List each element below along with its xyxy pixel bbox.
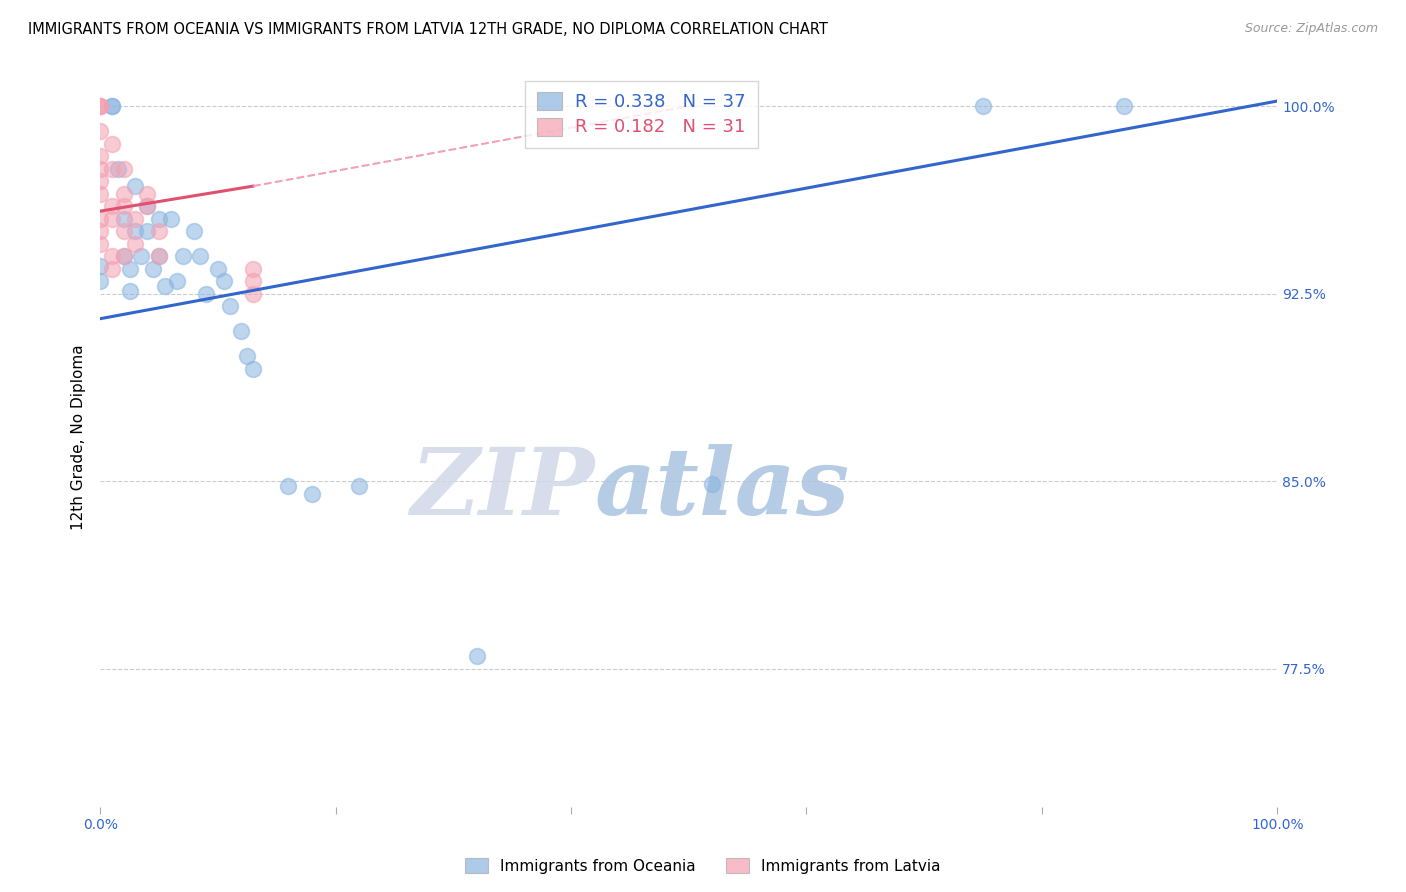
Point xyxy=(153,279,176,293)
Point xyxy=(136,199,159,213)
Text: ZIP: ZIP xyxy=(411,444,595,534)
Point xyxy=(107,161,129,176)
Point xyxy=(124,179,146,194)
Point xyxy=(112,211,135,226)
Point xyxy=(89,99,111,113)
Point xyxy=(242,274,264,288)
Point xyxy=(101,249,124,263)
Text: IMMIGRANTS FROM OCEANIA VS IMMIGRANTS FROM LATVIA 12TH GRADE, NO DIPLOMA CORRELA: IMMIGRANTS FROM OCEANIA VS IMMIGRANTS FR… xyxy=(28,22,828,37)
Point xyxy=(101,261,124,276)
Point xyxy=(112,249,135,263)
Point xyxy=(159,211,181,226)
Point xyxy=(231,324,253,338)
Point xyxy=(89,236,111,251)
Point xyxy=(242,261,264,276)
Point xyxy=(101,99,124,113)
Point xyxy=(277,479,299,493)
Point xyxy=(301,487,323,501)
Text: atlas: atlas xyxy=(595,444,849,534)
Point xyxy=(112,186,135,201)
Point xyxy=(118,261,141,276)
Point xyxy=(212,274,235,288)
Point xyxy=(89,259,111,273)
Point xyxy=(142,261,165,276)
Point xyxy=(148,249,170,263)
Point xyxy=(166,274,188,288)
Legend: Immigrants from Oceania, Immigrants from Latvia: Immigrants from Oceania, Immigrants from… xyxy=(458,852,948,880)
Point xyxy=(89,161,111,176)
Point xyxy=(89,124,111,138)
Point xyxy=(112,161,135,176)
Legend: R = 0.338   N = 37, R = 0.182   N = 31: R = 0.338 N = 37, R = 0.182 N = 31 xyxy=(526,80,758,148)
Y-axis label: 12th Grade, No Diploma: 12th Grade, No Diploma xyxy=(72,344,86,531)
Point xyxy=(101,136,124,151)
Point xyxy=(347,479,370,493)
Point xyxy=(1114,99,1136,113)
Point xyxy=(188,249,211,263)
Point xyxy=(183,224,205,238)
Point xyxy=(136,186,159,201)
Point xyxy=(89,174,111,188)
Point xyxy=(101,211,124,226)
Point xyxy=(218,299,240,313)
Point xyxy=(89,149,111,163)
Point xyxy=(124,236,146,251)
Point xyxy=(101,99,124,113)
Point xyxy=(702,476,724,491)
Point xyxy=(112,199,135,213)
Point xyxy=(89,224,111,238)
Point xyxy=(89,99,111,113)
Point xyxy=(101,199,124,213)
Point xyxy=(112,249,135,263)
Point xyxy=(148,249,170,263)
Point xyxy=(124,211,146,226)
Point xyxy=(89,99,111,113)
Point xyxy=(101,161,124,176)
Point xyxy=(89,274,111,288)
Point xyxy=(465,649,488,664)
Point xyxy=(136,224,159,238)
Point xyxy=(131,249,153,263)
Point xyxy=(236,349,259,363)
Point xyxy=(124,224,146,238)
Point xyxy=(89,211,111,226)
Point xyxy=(148,224,170,238)
Point xyxy=(118,284,141,298)
Point xyxy=(207,261,229,276)
Point xyxy=(148,211,170,226)
Point xyxy=(972,99,994,113)
Point xyxy=(172,249,194,263)
Point xyxy=(112,224,135,238)
Point xyxy=(242,286,264,301)
Point xyxy=(136,199,159,213)
Point xyxy=(242,361,264,376)
Point xyxy=(89,186,111,201)
Text: Source: ZipAtlas.com: Source: ZipAtlas.com xyxy=(1244,22,1378,36)
Point xyxy=(195,286,218,301)
